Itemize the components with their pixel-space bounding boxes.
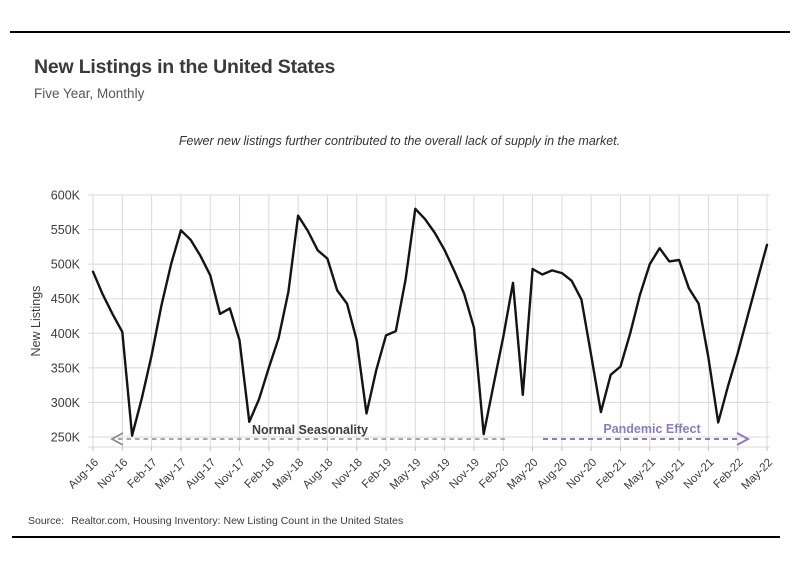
left-arrow-icon [110,432,124,446]
x-tick-label: Aug-20 [535,457,570,492]
x-tick-label: Nov-17 [213,457,248,492]
x-tick-label: Nov-20 [565,457,600,492]
source-label: Source: [28,515,65,527]
x-tick-label: Aug-16 [66,457,101,492]
x-tick-label: May-17 [153,457,189,493]
y-axis-title: New Listings [29,286,43,357]
line-series [91,207,769,437]
x-tick-label: May-20 [505,457,541,493]
x-tick-label: Nov-21 [682,457,717,492]
chart-annotation-note: Fewer new listings further contributed t… [178,134,621,148]
source-line: Source: Realtor.com, Housing Inventory: N… [28,515,403,527]
line-chart: 600K550K500K450K400K350K300K250KAug-16No… [29,189,776,493]
y-tick-label: 350K [51,361,81,375]
top-divider [10,31,790,33]
x-tick-label: Nov-16 [96,457,131,492]
x-tick-label: May-21 [622,457,658,493]
y-tick-label: 500K [51,258,81,272]
bottom-divider [12,536,780,538]
y-tick-label: 250K [51,431,81,445]
x-tick-label: Nov-18 [330,457,365,492]
source-text: Realtor.com, Housing Inventory: New List… [71,515,404,527]
y-tick-label: 450K [51,292,81,306]
x-tick-label: May-19 [388,457,424,493]
x-tick-label: Aug-18 [301,457,336,492]
y-tick-label: 400K [51,327,81,341]
page-subtitle: Five Year, Monthly [34,86,145,101]
x-tick-label: Aug-17 [184,457,219,492]
y-tick-label: 600K [51,189,81,203]
y-tick-label: 300K [51,396,81,410]
x-tick-label: Aug-19 [418,457,453,492]
annotation-normal-seasonality: Normal Seasonality [252,423,368,437]
x-tick-label: Nov-19 [447,457,482,492]
x-tick-label: Aug-21 [652,457,687,492]
right-arrow-icon [736,432,751,446]
page-title: New Listings in the United States [34,56,336,78]
y-tick-label: 550K [51,223,81,237]
x-tick-label: May-22 [740,457,776,493]
x-tick-label: May-18 [271,457,307,493]
annotation-pandemic-effect: Pandemic Effect [603,422,701,436]
